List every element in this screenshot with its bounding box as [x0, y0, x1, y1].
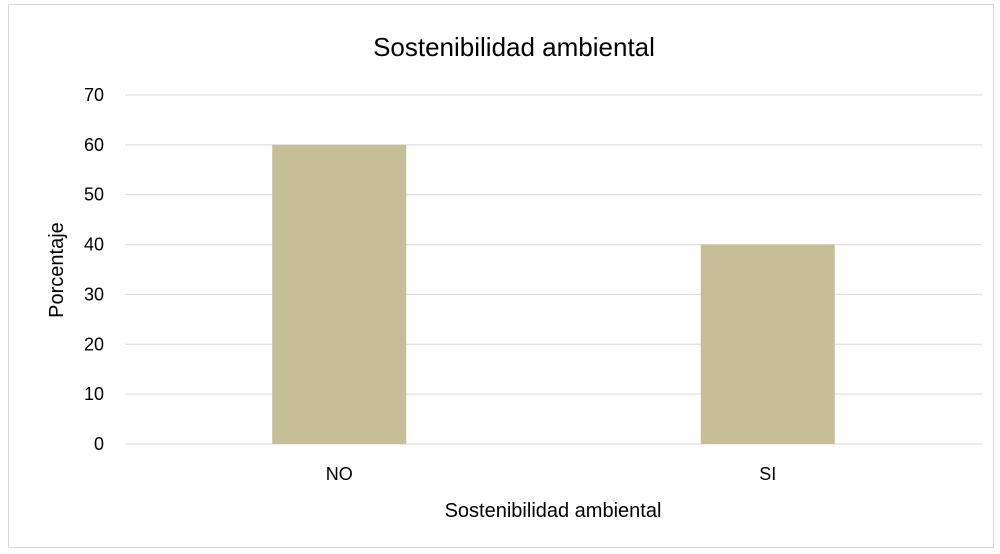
x-tick-label-si: SI [759, 464, 776, 484]
y-axis-tick-labels: 0 10 20 30 40 50 60 70 [84, 85, 104, 454]
x-tick-label-no: NO [326, 464, 353, 484]
y-tick-label: 20 [84, 334, 104, 354]
y-tick-label: 0 [94, 434, 104, 454]
y-tick-label: 70 [84, 85, 104, 105]
bar-no [272, 144, 407, 444]
chart-title: Sostenibilidad ambiental [373, 32, 655, 62]
bar-si [700, 244, 835, 444]
y-tick-label: 10 [84, 384, 104, 404]
x-axis-tick-labels: NO SI [326, 464, 777, 484]
y-tick-label: 50 [84, 185, 104, 205]
gridlines [125, 94, 982, 445]
y-tick-label: 30 [84, 284, 104, 304]
y-tick-label: 40 [84, 235, 104, 255]
bars [272, 144, 835, 444]
y-axis-title: Porcentaje [46, 222, 68, 318]
y-tick-label: 60 [84, 135, 104, 155]
x-axis-title: Sostenibilidad ambiental [445, 500, 662, 522]
